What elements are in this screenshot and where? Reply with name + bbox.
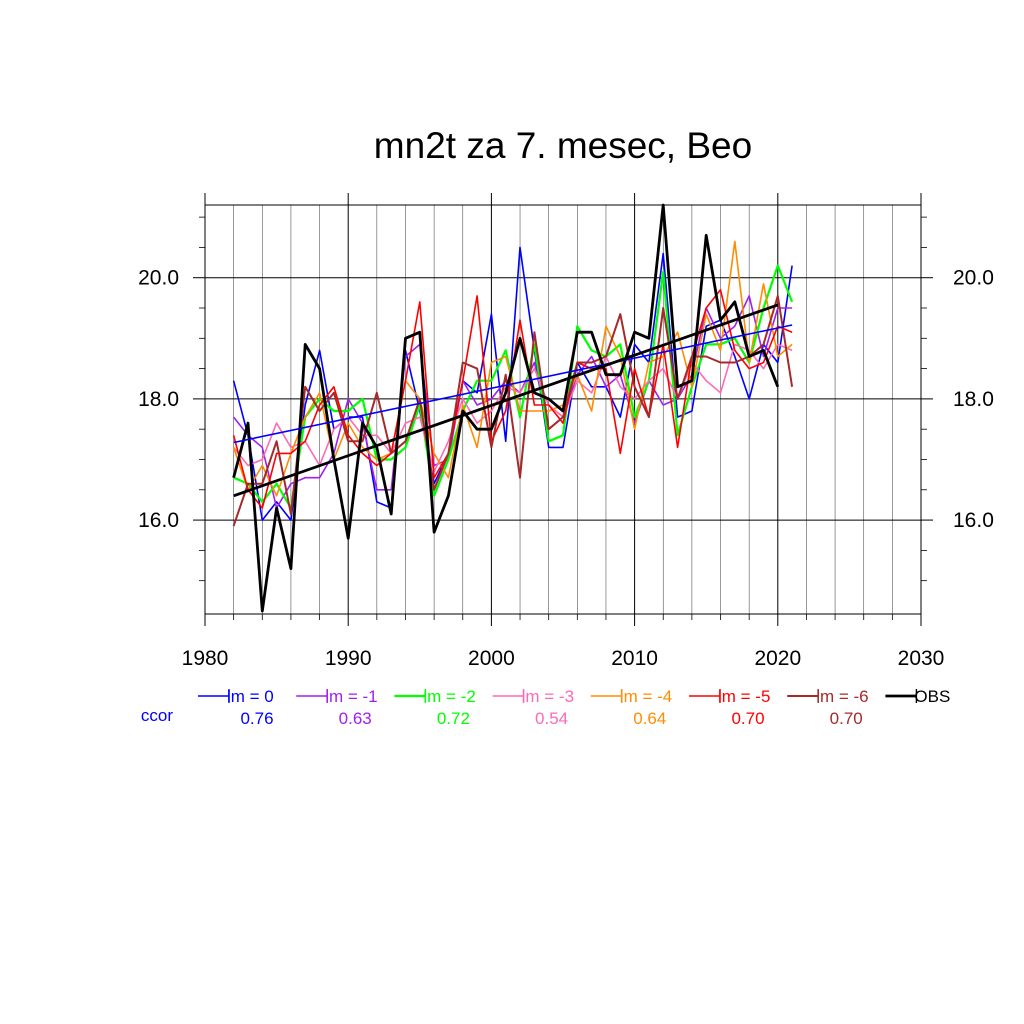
y-tick-label-right: 18.0 — [953, 388, 994, 411]
trend-line-1 — [233, 303, 779, 498]
x-tick-label: 1990 — [325, 647, 372, 670]
y-tick-label-left: 16.0 — [138, 509, 179, 532]
x-tick-label: 2000 — [468, 647, 515, 670]
series-line-7 — [232, 203, 780, 613]
legend-label: lm = -3 — [522, 687, 574, 706]
legend-label: lm = -4 — [620, 687, 672, 706]
legend-ccor-value: 0.76 — [240, 709, 273, 728]
x-tick-label: 2020 — [754, 647, 801, 670]
x-tick-label: 1980 — [182, 647, 229, 670]
legend-ccor-value: 0.54 — [535, 709, 568, 728]
series-layer — [232, 203, 794, 613]
legend-label: lm = -5 — [718, 687, 770, 706]
y-tick-label-left: 20.0 — [138, 267, 179, 290]
series-line-6 — [232, 294, 794, 527]
legend-label: lm = -1 — [325, 687, 377, 706]
legend-ccor-value: 0.72 — [437, 709, 470, 728]
x-tick-label: 2010 — [611, 647, 658, 670]
legend-label: OBS — [914, 687, 950, 706]
legend-ccor-value: 0.64 — [633, 709, 666, 728]
legend-label: lm = 0 — [227, 687, 274, 706]
series-line-3 — [232, 343, 793, 473]
legend-ccor-value: 0.70 — [731, 709, 764, 728]
y-tick-label-right: 16.0 — [953, 509, 994, 532]
y-tick-label-left: 18.0 — [138, 388, 179, 411]
legend-label: lm = -2 — [423, 687, 475, 706]
y-tick-label-right: 20.0 — [953, 267, 994, 290]
legend-ccor-value: 0.63 — [339, 709, 372, 728]
x-tick-label: 2030 — [898, 647, 945, 670]
legend-label: lm = -6 — [816, 687, 868, 706]
trend-line-0 — [233, 324, 793, 444]
ticks: 1980 1990 2000 2010 2020 2030 16.0 16.0 18.0 18.0… — [138, 193, 994, 670]
plot-frame — [204, 204, 922, 615]
chart-title: mn2t za 7. mesec, Beo — [374, 125, 752, 166]
legend-ccor-value: 0.70 — [830, 709, 863, 728]
legend: ccor lm = 0 0.76 lm = -1 0.63 lm = -2 0.72 lm … — [141, 687, 950, 728]
ccor-label: ccor — [141, 706, 173, 725]
